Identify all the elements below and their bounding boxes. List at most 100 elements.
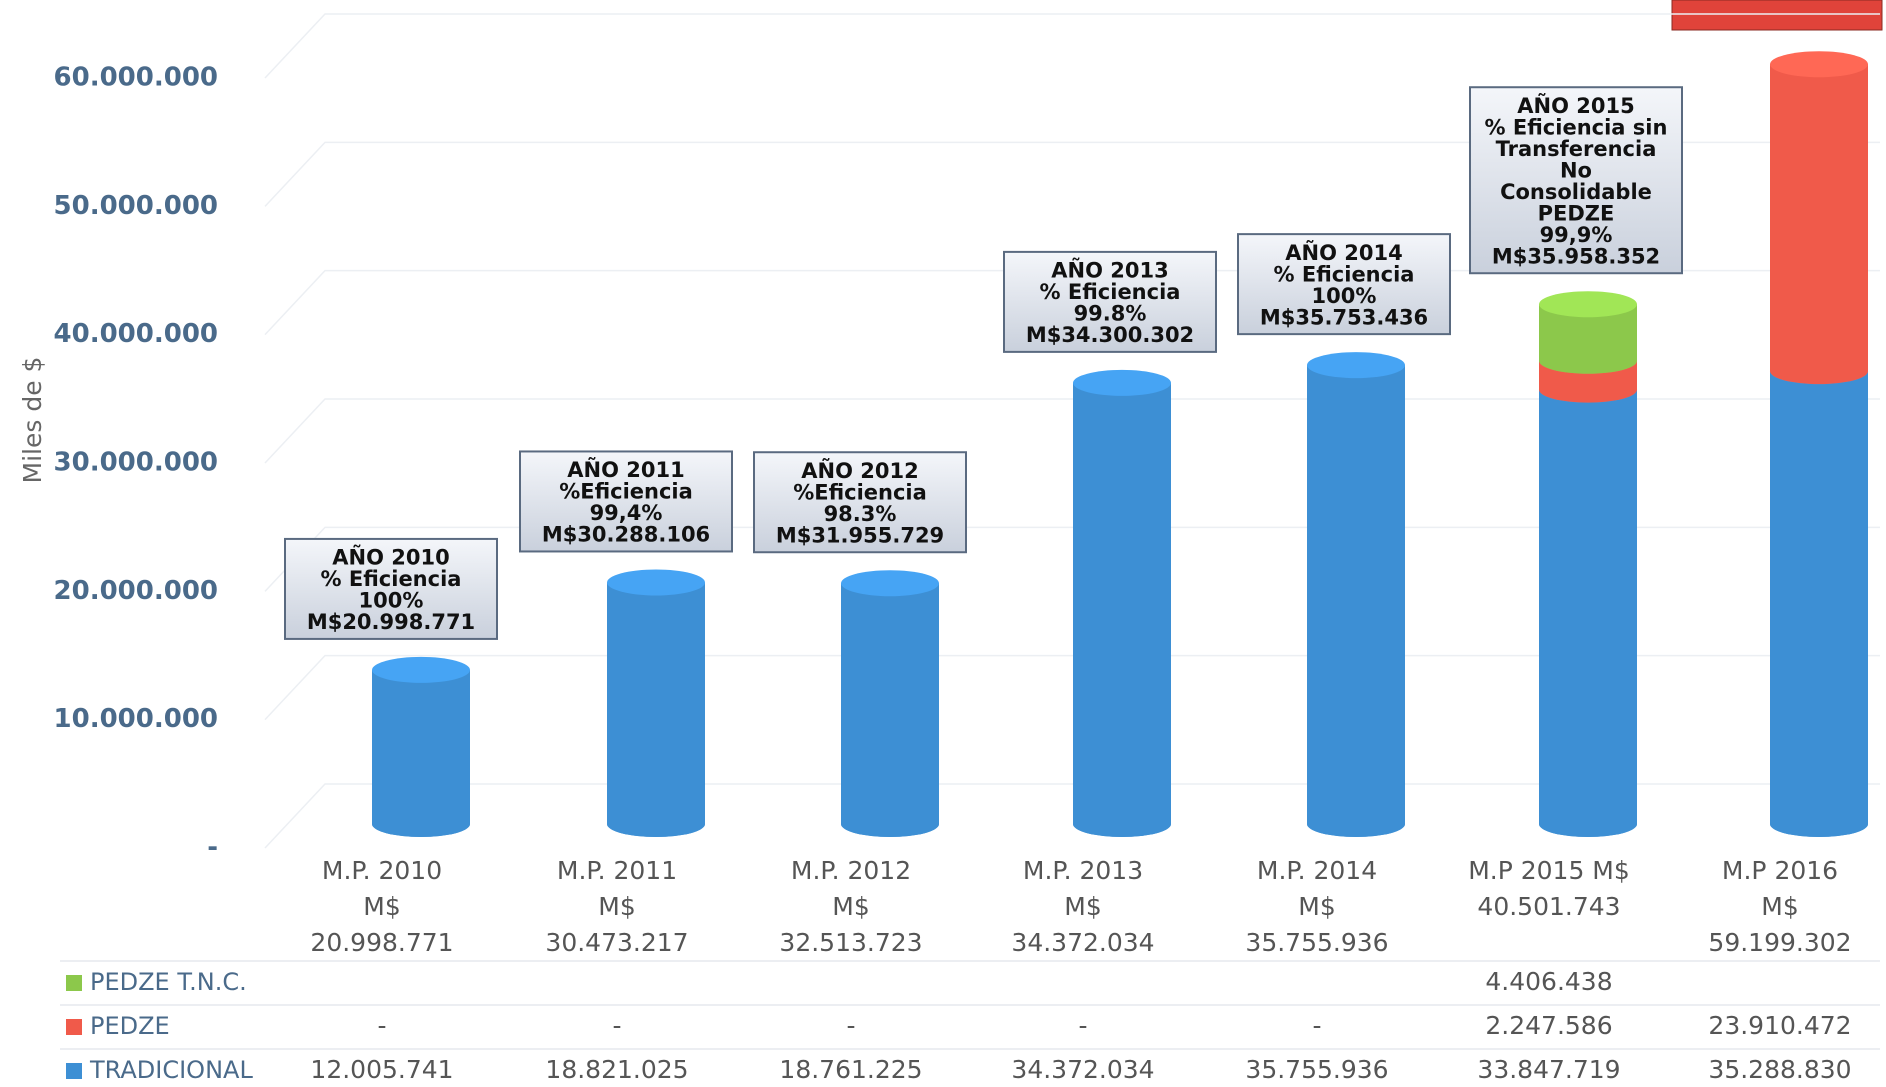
annotation-text: AÑO 2010 [332, 545, 449, 570]
annotation-text: %Eficiencia [793, 480, 927, 504]
x-tick-label: 30.473.217 [545, 928, 688, 957]
segment-bottom [1539, 347, 1637, 374]
annotation-text: AÑO 2012 [801, 458, 918, 483]
grid-line [264, 141, 1880, 207]
annotation-text: % Eficiencia [321, 567, 462, 591]
legend-label: PEDZE T.N.C. [90, 968, 247, 996]
table-value: 23.910.472 [1708, 1011, 1851, 1040]
x-tick-label: M$ [1064, 892, 1101, 921]
annotation-text: AÑO 2014 [1285, 240, 1402, 265]
annotation-text: 99.8% [1074, 302, 1147, 326]
x-tick-label: M.P 2015 M$ [1468, 856, 1630, 885]
y-axis-label: Miles de $ [18, 357, 47, 484]
grid-line [264, 654, 1880, 721]
segment-top [1770, 51, 1868, 78]
legend-swatch [66, 1063, 82, 1079]
annotation-box [519, 450, 733, 553]
x-tick-label: 40.501.743 [1477, 892, 1620, 921]
segment-bottom [1539, 376, 1637, 403]
table-value: 2.247.586 [1485, 1011, 1612, 1040]
x-tick-label: 34.372.034 [1011, 928, 1154, 957]
x-tick-label: M.P. 2011 [557, 856, 677, 885]
bar-segment [1770, 371, 1868, 824]
annotation-text: AÑO 2013 [1051, 258, 1168, 283]
annotation-text: Transferencia [1496, 137, 1657, 161]
table-value: 33.847.719 [1477, 1055, 1620, 1084]
x-tick-label: M$ [363, 892, 400, 921]
table-value: 35.288.830 [1708, 1055, 1851, 1084]
annotation-text: AÑO 2011 [567, 457, 684, 482]
x-tick-label: M.P. 2010 [322, 856, 442, 885]
annotation-text: 100% [359, 589, 424, 613]
segment-bottom [1770, 358, 1868, 385]
segment-bottom [1307, 811, 1405, 837]
annotation-box [753, 451, 967, 554]
x-tick-label: M$ [1298, 892, 1335, 921]
x-tick-label: 35.755.936 [1245, 928, 1388, 957]
table-value: - [612, 1011, 621, 1040]
x-tick-label: M.P. 2013 [1023, 856, 1143, 885]
annotation-box [1237, 233, 1451, 336]
y-tick-label: 30.000.000 [54, 448, 218, 478]
x-tick-label: M$ [832, 892, 869, 921]
grid-line [264, 526, 1880, 592]
y-tick-label: 10.000.000 [54, 704, 218, 734]
bar-segment [1539, 389, 1637, 824]
annotation-text: % Eficiencia [1274, 262, 1415, 286]
segment-bottom [1770, 811, 1868, 837]
segment-bottom [607, 811, 705, 837]
legend-swatch [66, 1019, 82, 1035]
annotation-text: %Eficiencia [559, 480, 693, 504]
annotation-text: % Eficiencia [1040, 280, 1181, 304]
legend-label: TRADICIONAL [89, 1056, 253, 1084]
bar-segment [841, 583, 939, 824]
annotation-text: M$20.998.771 [307, 610, 475, 634]
annotation-text: M$35.958.352 [1492, 244, 1660, 268]
table-value: 18.761.225 [779, 1055, 922, 1084]
table-value: 18.821.025 [545, 1055, 688, 1084]
annotation-text: 99,4% [590, 501, 663, 525]
annotation-text: M$34.300.302 [1026, 323, 1194, 347]
table-value: - [1312, 1011, 1321, 1040]
annotation-text: M$30.288.106 [542, 523, 710, 547]
x-tick-label: 59.199.302 [1708, 928, 1851, 957]
segment-top [1307, 352, 1405, 379]
table-value: - [377, 1011, 386, 1040]
segment-top [372, 656, 470, 683]
legend-swatch [66, 975, 82, 991]
x-tick-label: 32.513.723 [779, 928, 922, 957]
annotation-text: 100% [1312, 284, 1377, 308]
cut-annotation [1671, 0, 1883, 31]
table-value: - [1078, 1011, 1087, 1040]
y-tick-label: - [207, 833, 218, 863]
x-tick-label: 20.998.771 [310, 928, 453, 957]
annotation-box [1469, 86, 1683, 275]
segment-bottom [841, 811, 939, 837]
y-tick-label: 20.000.000 [54, 576, 218, 606]
table-value: 34.372.034 [1011, 1055, 1154, 1084]
annotation-box [284, 537, 498, 640]
x-tick-label: M$ [598, 892, 635, 921]
annotation-text: PEDZE [1538, 201, 1615, 225]
segment-top [841, 570, 939, 597]
annotation-text: % Eficiencia sin [1485, 115, 1668, 139]
segment-top [607, 569, 705, 596]
grid-line [264, 398, 1880, 464]
table-value: 12.005.741 [310, 1055, 453, 1084]
table-value: 4.406.438 [1485, 967, 1612, 996]
bar-segment [607, 582, 705, 824]
y-tick-label: 40.000.000 [54, 319, 218, 349]
annotation-text: M$35.753.436 [1260, 305, 1428, 329]
x-tick-label: M$ [1761, 892, 1798, 921]
table-value: - [846, 1011, 855, 1040]
annotation-text: Consolidable [1500, 180, 1652, 204]
segment-bottom [372, 811, 470, 837]
x-tick-label: M.P. 2014 [1257, 856, 1377, 885]
segment-bottom [1073, 811, 1171, 837]
y-tick-label: 50.000.000 [54, 191, 218, 221]
x-tick-label: M.P. 2012 [791, 856, 911, 885]
annotation-text: 98.3% [824, 502, 897, 526]
bar-segment [1073, 382, 1171, 824]
bar-segment [1307, 365, 1405, 824]
